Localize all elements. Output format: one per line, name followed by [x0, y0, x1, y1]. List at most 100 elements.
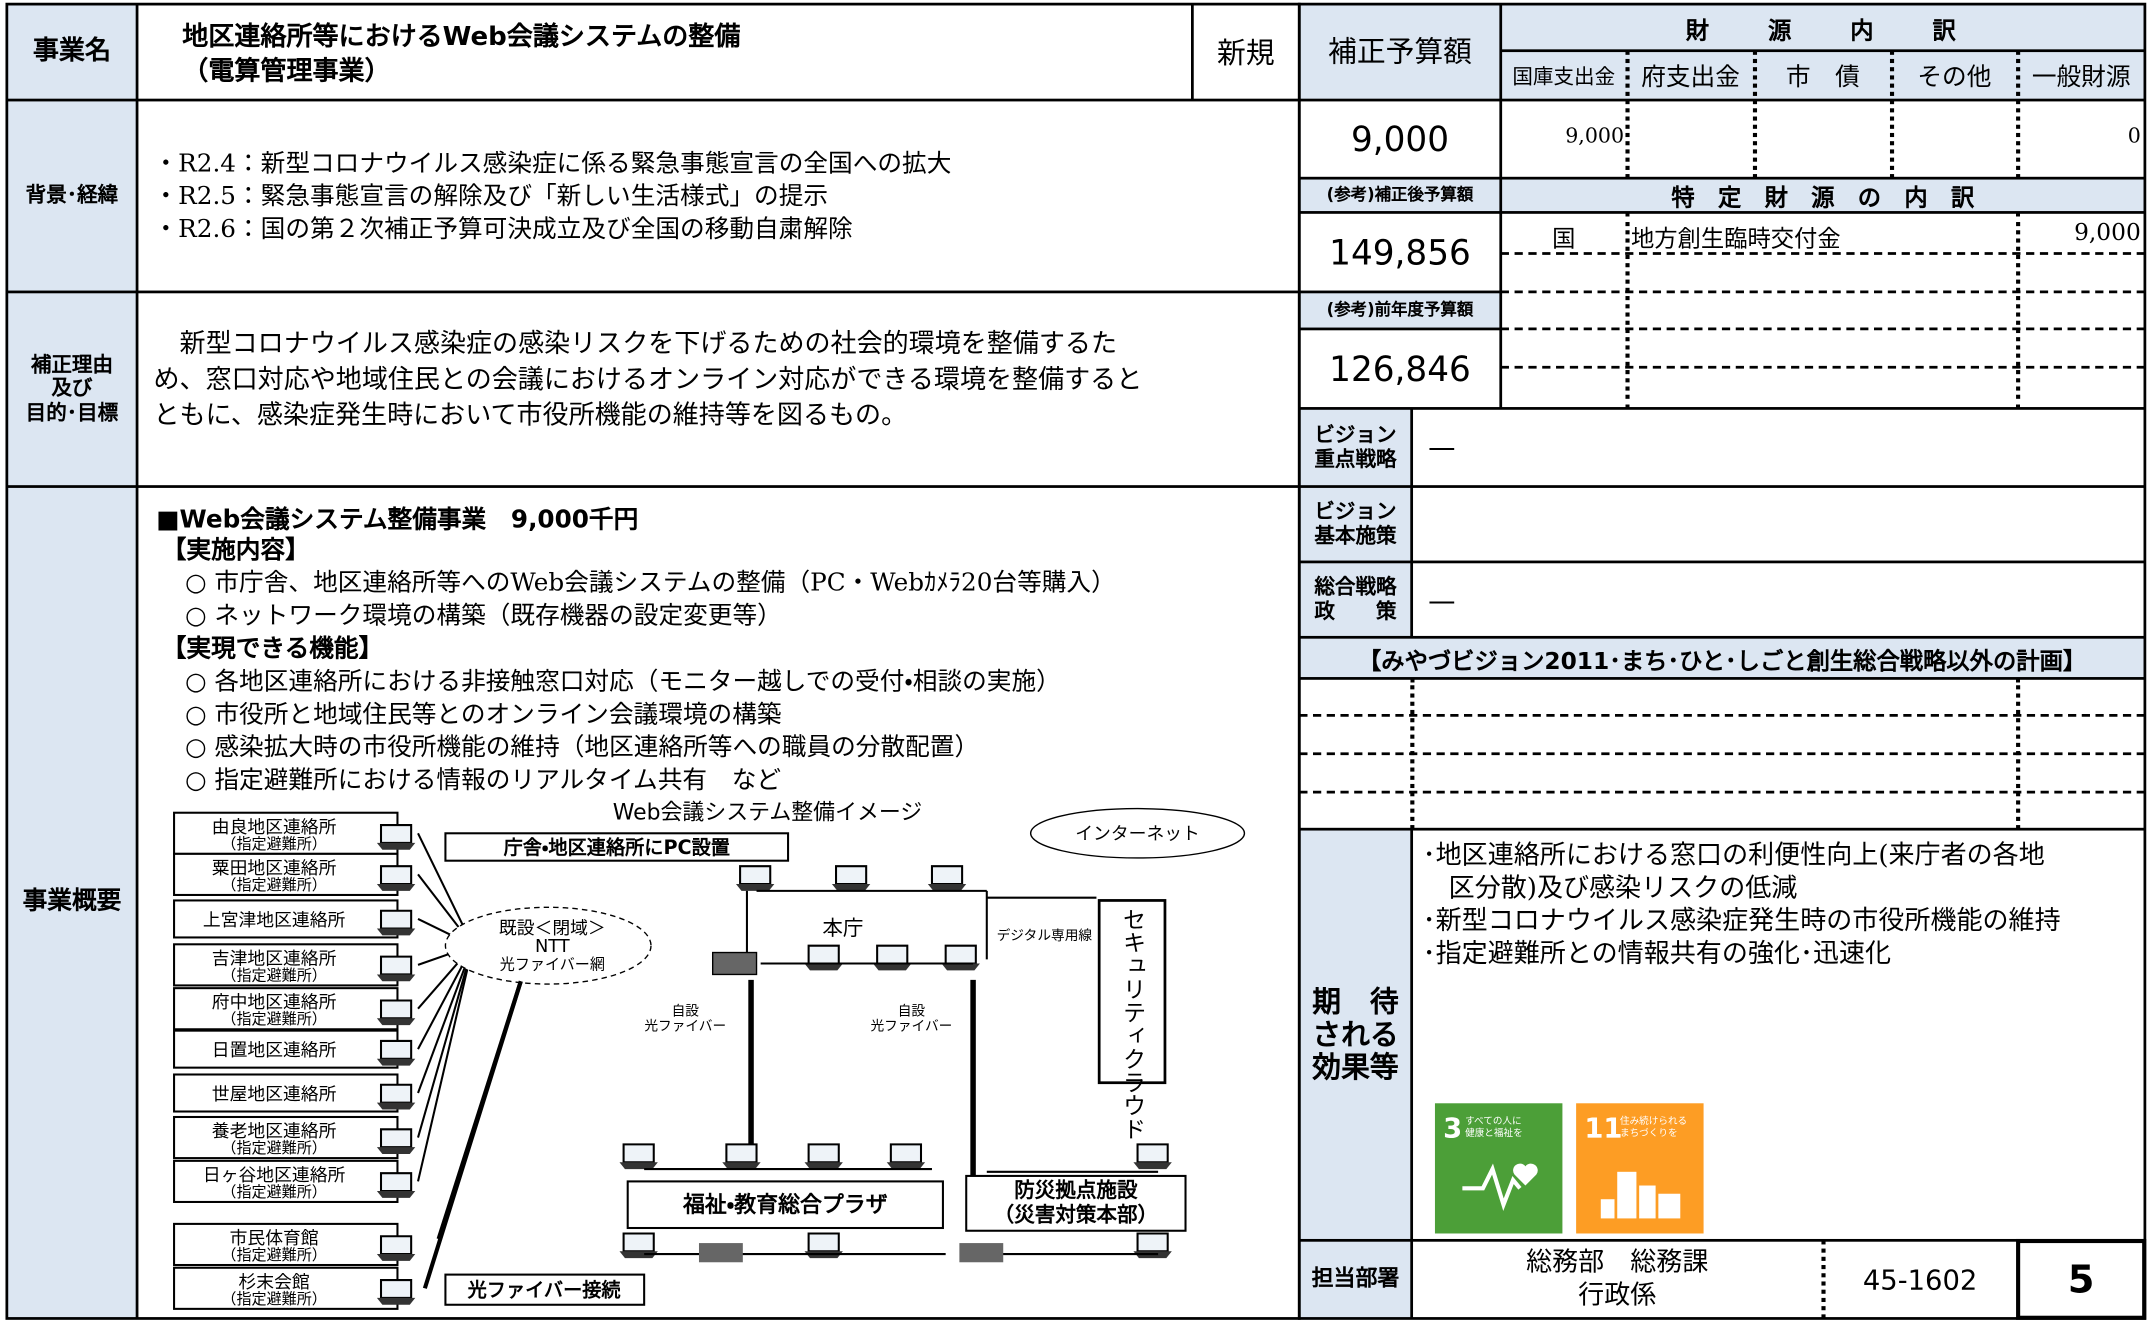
- rule: [1299, 1238, 2145, 1242]
- plan-header: 【みやづビジョン2011･まち･ひと･しごと創生総合戦略以外の計画】: [1357, 647, 2087, 675]
- rule: [1190, 4, 1194, 101]
- sdg-icon: 11 住み続けられる まちづくりを: [1576, 1103, 1704, 1234]
- row-label: (参考)補正後予算額: [1299, 178, 1501, 213]
- funding-header: その他: [1917, 63, 1992, 92]
- row-label-line: 総合戦略: [1314, 574, 1397, 600]
- reason-line: 新型コロナウイルス感染症の感染リスクを下げるための社会的環境を整備するた: [153, 328, 1118, 360]
- overview-item: ○ 市役所と地域住民等とのオンライン会議環境の構築: [185, 700, 782, 730]
- background-item: ・R2.6：国の第２次補正予算可決成立及び全国の移動自粛解除: [153, 215, 853, 244]
- effect-item: ･地区連絡所における窓口の利便性向上(来庁者の各地: [1422, 840, 2045, 871]
- cell-fill: [1500, 178, 2145, 213]
- department-phone: 45-1602: [1862, 1262, 1978, 1296]
- funding-header: 国庫支出金: [1512, 63, 1616, 89]
- specific-amount: 9,000: [2074, 219, 2141, 247]
- background-item: ・R2.4：新型コロナウイルス感染症に係る緊急事態宣言の全国への拡大: [153, 149, 952, 179]
- rule: [1410, 678, 1415, 830]
- cell-fill: [1299, 637, 2145, 679]
- effect-item: ･新型コロナウイルス感染症発生時の市役所機能の維持: [1422, 905, 2061, 937]
- sdg-glyph: [1600, 1171, 1681, 1219]
- row-label: (参考)前年度予算額: [1299, 291, 1501, 329]
- rule: [1299, 407, 2145, 410]
- reason-line: め、窓口対応や地域住民との会議におけるオンライン対応ができる環境を整備すると: [153, 364, 1143, 395]
- row-label-text: 事業概要: [22, 886, 122, 916]
- frame: [2016, 1238, 2147, 1320]
- row-label-line: ビジョン: [1314, 499, 1397, 524]
- funding-header: 一般財源: [2031, 63, 2131, 92]
- project-subtitle: （電算管理事業）: [182, 56, 391, 87]
- funding-header: 府支出金: [1641, 63, 1740, 92]
- sdg-text: すべての人に: [1465, 1115, 1522, 1127]
- funding-header: 市 債: [1785, 63, 1860, 92]
- status: 新規: [1217, 37, 1275, 70]
- row-label-line: 目的･目標: [25, 399, 119, 425]
- rule: [1299, 827, 2145, 831]
- rule: [6, 290, 1300, 294]
- row-label-text: 事業名: [32, 35, 112, 66]
- row-label: 背景･経緯: [6, 100, 138, 292]
- rule: [1410, 408, 1414, 638]
- rule: [1410, 829, 1414, 1319]
- rule: [1625, 212, 1630, 409]
- after-amount: 149,856: [1329, 232, 1471, 273]
- budget-amount: 9,000: [1350, 119, 1450, 159]
- rule: [1299, 327, 1501, 331]
- overview-item: ○ 指定避難所における情報のリアルタイム共有 など: [185, 766, 782, 795]
- row-label-line: 補正理由: [30, 352, 114, 378]
- project-title: 地区連絡所等におけるWeb会議システムの整備: [182, 21, 741, 53]
- effect-item: 区分散)及び感染リスクの低減: [1422, 873, 1798, 904]
- row-label: 補正理由 及び 目的･目標: [6, 291, 138, 487]
- sdg-text: まちづくりを: [1619, 1127, 1678, 1139]
- funding-value: 9,000: [1565, 123, 1625, 149]
- vision-value: —: [1428, 430, 1456, 464]
- background-item: ・R2.5：緊急事態宣言の解除及び「新しい生活様式」の提示: [153, 182, 829, 212]
- overview-item: ○ 感染拡大時の市役所機能の維持（地区連絡所等への職員の分散配置）: [185, 733, 980, 763]
- row-label-text: (参考)補正後予算額: [1326, 184, 1474, 204]
- rule: [6, 485, 1300, 488]
- row-label: 補正予算額: [1299, 4, 1501, 101]
- funding-value: 0: [2127, 123, 2141, 149]
- row-label: ビジョン 重点戦略: [1299, 408, 1412, 487]
- sdg-text: 住み続けられる: [1619, 1115, 1688, 1127]
- overview-item: ○ 各地区連絡所における非接触窓口対応（モニター越しでの受付・相談の実施）: [185, 667, 1061, 697]
- rule: [1299, 752, 2145, 756]
- overview-section: 【実現できる機能】: [161, 634, 384, 664]
- rule: [1500, 365, 2145, 369]
- row-label: 担当部署: [1299, 1240, 1412, 1319]
- sdg-number: 3: [1443, 1111, 1463, 1145]
- rule: [1299, 677, 2145, 680]
- row-label-text: 補正予算額: [1328, 35, 1472, 69]
- vision-value: —: [1428, 583, 1456, 617]
- row-label-text: 担当部署: [1311, 1265, 1400, 1292]
- rule: [1500, 327, 2145, 331]
- row-label-line: 期 待: [1312, 985, 1399, 1019]
- rule: [1299, 290, 1501, 294]
- rule: [2016, 678, 2021, 830]
- effect-item: ･指定避難所との情報共有の強化･迅速化: [1422, 938, 1892, 969]
- row-label: ビジョン 基本施策: [1299, 486, 1412, 562]
- rule: [2016, 212, 2021, 409]
- row-label-text: (参考)前年度予算額: [1326, 299, 1474, 319]
- row-label-line: 基本施策: [1314, 522, 1397, 548]
- cell-fill: [1500, 4, 2145, 51]
- rule: [135, 4, 139, 1319]
- row-label: 事業名: [6, 4, 138, 101]
- sdg-icon: 3 すべての人に 健康と福祉を: [1434, 1103, 1563, 1234]
- rule: [1299, 635, 2145, 639]
- overview-item: ○ 市庁舎、地区連絡所等へのWeb会議システムの整備（PC・Webｶﾒﾗ20台等…: [185, 568, 1116, 598]
- rule: [1500, 49, 2145, 53]
- row-label-line: ビジョン: [1314, 422, 1397, 448]
- row-label-line: 及び: [51, 376, 93, 401]
- rule: [1299, 211, 2145, 214]
- specific-source: 国: [1552, 226, 1576, 254]
- sdg-text: 健康と福祉を: [1465, 1127, 1523, 1139]
- specific-title: 特 定 財 源 の 内 訳: [1671, 185, 1975, 213]
- reason-line: ともに、感染症発生時において市役所機能の維持等を図るもの。: [153, 400, 908, 431]
- rule: [1500, 252, 2145, 255]
- row-label-line: 重点戦略: [1314, 446, 1397, 471]
- rule: [1299, 176, 2145, 180]
- frame: [5, 2, 1301, 1320]
- rule: [6, 98, 1300, 102]
- rule: [1299, 560, 2145, 564]
- overview-heading: ■Web会議システム整備事業 9,000千円: [156, 505, 639, 535]
